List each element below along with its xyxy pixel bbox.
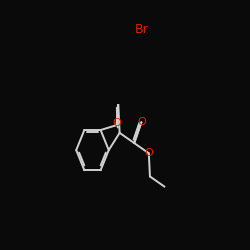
Text: O: O <box>112 118 121 128</box>
Text: O: O <box>144 148 153 158</box>
Text: Br: Br <box>135 23 149 36</box>
Text: O: O <box>137 117 146 127</box>
